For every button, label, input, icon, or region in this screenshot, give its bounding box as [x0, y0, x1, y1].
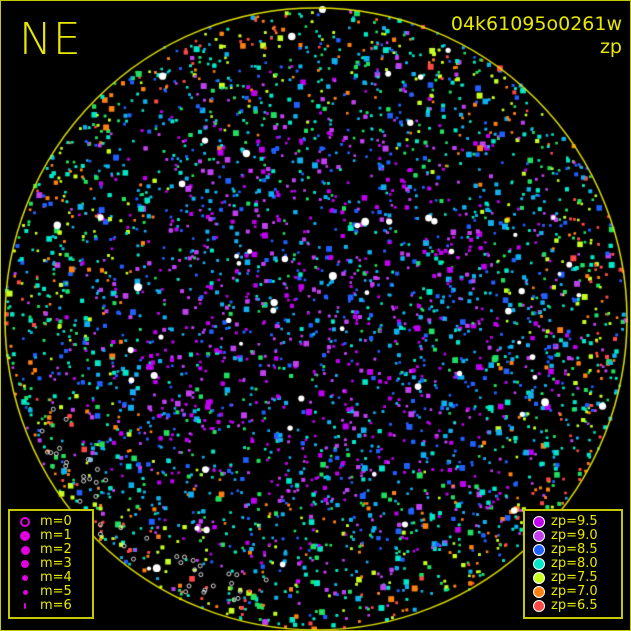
zp-color-swatch-icon	[533, 544, 545, 556]
magnitude-legend-item: m=2	[18, 543, 84, 557]
magnitude-marker-icon	[18, 515, 32, 529]
magnitude-legend-label: m=5	[40, 584, 72, 599]
direction-label: NE	[19, 14, 82, 65]
magnitude-marker-icon	[18, 571, 32, 585]
zp-legend-item: zp=8.0	[533, 557, 613, 571]
zp-color-swatch-icon	[533, 558, 545, 570]
magnitude-legend-label: m=1	[40, 528, 72, 543]
zp-legend: zp=9.5 zp=9.0 zp=8.5 zp=8.0 zp=7.5 zp=7.0 zp=6…	[523, 509, 623, 619]
magnitude-legend-label: m=0	[40, 514, 72, 529]
zp-legend-item: zp=6.5	[533, 599, 613, 613]
zp-legend-item: zp=7.0	[533, 585, 613, 599]
magnitude-legend-item: m=3	[18, 557, 84, 571]
zp-legend-label: zp=7.0	[551, 584, 598, 599]
zp-color-swatch-icon	[533, 572, 545, 584]
zp-color-swatch-icon	[533, 586, 545, 598]
mode-label: zp	[599, 36, 622, 58]
zp-legend-label: zp=9.0	[551, 528, 598, 543]
magnitude-legend-item: m=1	[18, 529, 84, 543]
zp-legend-label: zp=8.5	[551, 542, 598, 557]
zp-legend-label: zp=6.5	[551, 598, 598, 613]
magnitude-marker-icon	[18, 557, 32, 571]
zp-legend-item: zp=9.0	[533, 529, 613, 543]
zp-legend-label: zp=8.0	[551, 556, 598, 571]
magnitude-marker-icon	[18, 543, 32, 557]
magnitude-legend: m=0 m=1 m=2 m=3 m=4 m=5 m=6	[8, 509, 94, 619]
magnitude-legend-label: m=4	[40, 570, 72, 585]
magnitude-marker-icon	[18, 529, 32, 543]
magnitude-legend-item: m=5	[18, 585, 84, 599]
zp-legend-label: zp=7.5	[551, 570, 598, 585]
zp-legend-label: zp=9.5	[551, 514, 598, 529]
zp-color-swatch-icon	[533, 530, 545, 542]
zp-color-swatch-icon	[533, 516, 545, 528]
zp-color-swatch-icon	[533, 600, 545, 612]
magnitude-legend-item: m=4	[18, 571, 84, 585]
magnitude-legend-item: m=0	[18, 515, 84, 529]
magnitude-legend-label: m=2	[40, 542, 72, 557]
magnitude-legend-item: m=6	[18, 599, 84, 613]
zp-legend-item: zp=7.5	[533, 571, 613, 585]
magnitude-marker-icon	[18, 585, 32, 599]
plot-title: 04k61095o0261w zp	[451, 13, 622, 59]
magnitude-legend-label: m=3	[40, 556, 72, 571]
zp-legend-item: zp=9.5	[533, 515, 613, 529]
magnitude-marker-icon	[18, 599, 32, 613]
magnitude-legend-label: m=6	[40, 598, 72, 613]
zp-legend-item: zp=8.5	[533, 543, 613, 557]
image-id: 04k61095o0261w	[450, 13, 622, 35]
